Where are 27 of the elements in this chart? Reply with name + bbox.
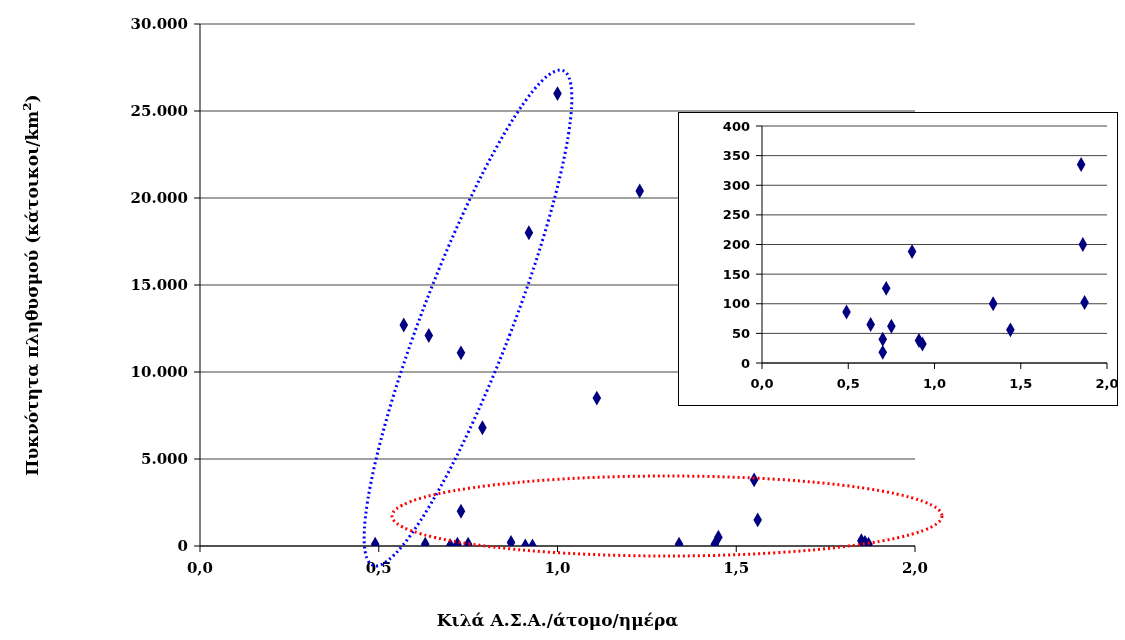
x-tick-label: 2,0 xyxy=(901,558,929,577)
y-tick-label: 20.000 xyxy=(130,189,188,208)
y-tick-label: 100 xyxy=(722,296,750,312)
x-tick-label: 1,5 xyxy=(723,558,750,577)
x-tick-label: 0,5 xyxy=(836,376,860,392)
y-tick-label: 15.000 xyxy=(130,276,188,295)
x-tick-label: 0,5 xyxy=(365,558,392,577)
y-tick-label: 5.000 xyxy=(141,450,188,469)
x-tick-label: 1,0 xyxy=(544,558,571,577)
y-tick-label: 350 xyxy=(722,148,750,164)
y-tick-label: 400 xyxy=(722,118,750,134)
y-tick-label: 30.000 xyxy=(130,15,188,34)
y-tick-label: 10.000 xyxy=(130,363,188,382)
x-tick-label: 0,0 xyxy=(750,376,774,392)
y-tick-label: 50 xyxy=(731,325,750,341)
y-tick-label: 0 xyxy=(740,355,750,371)
x-tick-label: 1,5 xyxy=(1009,376,1033,392)
y-tick-label: 300 xyxy=(722,177,750,193)
y-tick-label: 250 xyxy=(722,207,750,223)
x-tick-label: 2,0 xyxy=(1095,376,1119,392)
y-tick-label: 0 xyxy=(177,537,188,556)
x-tick-label: 1,0 xyxy=(922,376,947,392)
x-axis-title: Κιλά Α.Σ.Α./άτομο/ημέρα xyxy=(436,610,679,630)
x-tick-label: 0,0 xyxy=(186,558,214,577)
y-tick-label: 200 xyxy=(722,237,750,253)
y-tick-label: 25.000 xyxy=(130,102,188,121)
y-tick-label: 150 xyxy=(722,266,750,282)
